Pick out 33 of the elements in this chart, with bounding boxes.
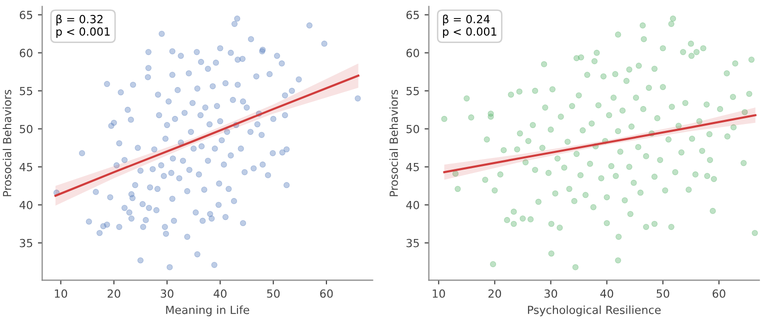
x-tick-label: 30 [544,289,558,298]
y-tick-label: 50 [406,124,420,134]
y-tick-label: 55 [20,86,32,96]
y-tick-label: 60 [406,48,420,58]
y-tick-label: 65 [20,10,32,20]
x-axis-title: Meaning in Life [166,305,250,316]
y-tick-label: 45 [20,162,32,172]
annotation: β = 0.32 p < 0.001 [56,14,110,38]
y-tick-label: 65 [406,10,419,20]
x-tick-label: 40 [214,289,227,298]
line-series [443,114,756,174]
y-tick-label: 40 [406,200,420,210]
y-tick-label: 45 [406,162,419,172]
x-tick-label: 10 [54,289,68,298]
x-tick-label: 60 [712,289,726,298]
x-tick-label: 30 [160,289,174,298]
x-tick-label: 10 [432,289,445,298]
y-tick-label: 40 [20,200,32,210]
y-axis-title: Prosocial Behaviors [389,90,398,196]
x-tick-label: 60 [320,289,333,298]
x-tick-label: 50 [267,289,280,298]
x-tick-label: 20 [108,289,120,298]
y-tick-label: 55 [406,86,419,96]
x-tick-label: 50 [656,289,670,298]
y-axis-title: Prosocial Behaviors [2,90,12,196]
annotation: β = 0.24 p < 0.001 [443,14,496,38]
x-tick-label: 40 [600,289,614,298]
x-axis-title: Psychological Resilience [528,305,661,316]
y-tick-label: 35 [406,238,419,248]
y-tick-label: 50 [20,124,32,134]
y-tick-label: 35 [20,238,32,248]
x-tick-label: 20 [488,289,502,298]
y-tick-label: 60 [20,48,32,58]
